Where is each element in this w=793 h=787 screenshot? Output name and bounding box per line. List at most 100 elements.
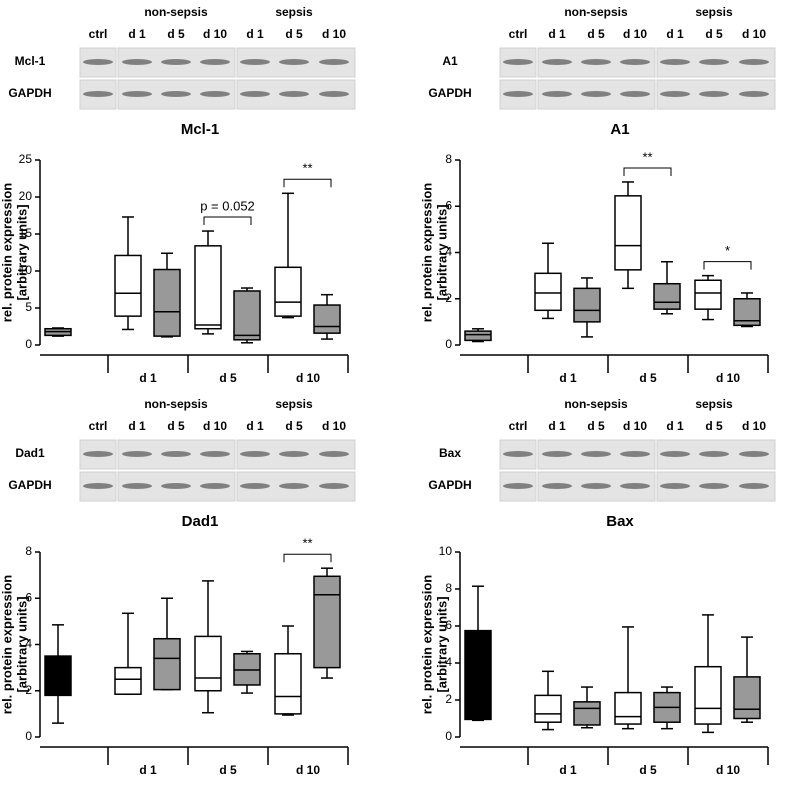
blot-band	[620, 91, 650, 97]
chart-title: Dad1	[182, 513, 219, 530]
box	[573, 701, 601, 726]
box	[274, 266, 302, 317]
blot-band	[620, 483, 650, 489]
blot-band	[161, 451, 191, 457]
blot-band	[200, 483, 230, 489]
box	[114, 254, 142, 317]
lane-label: d 1	[666, 419, 684, 433]
annotation: **	[642, 149, 652, 164]
blot-row-label: Mcl-1	[15, 54, 46, 68]
blot-band	[699, 451, 729, 457]
lane-label: d 10	[742, 27, 766, 41]
group-label: d 10	[716, 763, 740, 777]
annotation: **	[302, 161, 312, 176]
significance-bracket	[623, 167, 672, 176]
group-label: d 5	[639, 371, 657, 385]
box	[194, 635, 222, 692]
lane-label: d 10	[623, 419, 647, 433]
blot-row-label: GAPDH	[428, 478, 471, 492]
lane-label: d 1	[128, 27, 146, 41]
blot-band	[279, 451, 309, 457]
y-tick-label: 6	[25, 590, 32, 604]
blot-header: non-sepsis	[564, 397, 628, 411]
y-axis-label: [arbitrary units]	[14, 596, 29, 692]
y-tick-label: 0	[25, 729, 32, 743]
group-label: d 1	[559, 763, 577, 777]
significance-bracket	[283, 178, 332, 188]
group-label: d 1	[139, 763, 157, 777]
blot-band	[240, 483, 270, 489]
blot-band	[319, 91, 349, 97]
y-axis-label: [arbitrary units]	[434, 596, 449, 692]
y-axis-label: [arbitrary units]	[434, 204, 449, 300]
y-tick-label: 4	[445, 245, 452, 259]
y-tick-label: 0	[445, 729, 452, 743]
blot-band	[739, 91, 769, 97]
blot-band	[240, 59, 270, 65]
blot-band	[122, 59, 152, 65]
lane-label: d 5	[167, 27, 185, 41]
lane-label: d 10	[322, 419, 346, 433]
blot-band	[620, 59, 650, 65]
blot-band	[503, 483, 533, 489]
box	[153, 268, 181, 337]
y-axis-label: [arbitrary units]	[14, 204, 29, 300]
box	[614, 691, 642, 725]
blot-band	[542, 91, 572, 97]
blot-band	[319, 451, 349, 457]
blot-header: sepsis	[695, 397, 733, 411]
lane-label: ctrl	[509, 419, 528, 433]
y-tick-label: 4	[25, 637, 32, 651]
blot-band	[581, 59, 611, 65]
significance-bracket	[283, 553, 332, 563]
blot-band	[739, 451, 769, 457]
blot-band	[200, 91, 230, 97]
blot-band	[83, 59, 113, 65]
y-tick-label: 0	[25, 337, 32, 351]
blot-band	[200, 59, 230, 65]
blot-band	[503, 451, 533, 457]
y-tick-label: 5	[25, 300, 32, 314]
blot-band	[279, 91, 309, 97]
lane-label: d 1	[128, 419, 146, 433]
blot-header: sepsis	[275, 5, 313, 19]
blot-band	[319, 483, 349, 489]
lane-label: d 5	[705, 27, 723, 41]
box	[653, 282, 681, 310]
box	[464, 629, 492, 721]
blot-band	[660, 483, 690, 489]
group-label: d 10	[296, 371, 320, 385]
blot-band	[240, 91, 270, 97]
blot-band	[200, 451, 230, 457]
blot-band	[122, 91, 152, 97]
box	[194, 245, 222, 330]
lane-label: d 1	[246, 419, 264, 433]
y-axis-label: rel. protein expression	[419, 575, 434, 714]
blot-band	[542, 451, 572, 457]
box	[114, 666, 142, 695]
lane-label: d 1	[548, 27, 566, 41]
group-label: d 10	[716, 371, 740, 385]
blot-band	[660, 59, 690, 65]
blot-band	[279, 59, 309, 65]
blot-band	[739, 59, 769, 65]
y-tick-label: 8	[445, 581, 452, 595]
y-axis-label: rel. protein expression	[419, 183, 434, 322]
chart-title: Bax	[606, 513, 634, 530]
lane-label: ctrl	[89, 419, 108, 433]
box	[313, 304, 341, 334]
blot-band	[161, 59, 191, 65]
blot-row-label: A1	[442, 54, 458, 68]
annotation: **	[302, 536, 312, 551]
lane-label: d 10	[203, 419, 227, 433]
blot-band	[240, 451, 270, 457]
blot-band	[581, 483, 611, 489]
blot-band	[503, 59, 533, 65]
blot-row-label: Bax	[439, 446, 461, 460]
lane-label: d 1	[246, 27, 264, 41]
blot-band	[542, 59, 572, 65]
y-tick-label: 0	[445, 337, 452, 351]
